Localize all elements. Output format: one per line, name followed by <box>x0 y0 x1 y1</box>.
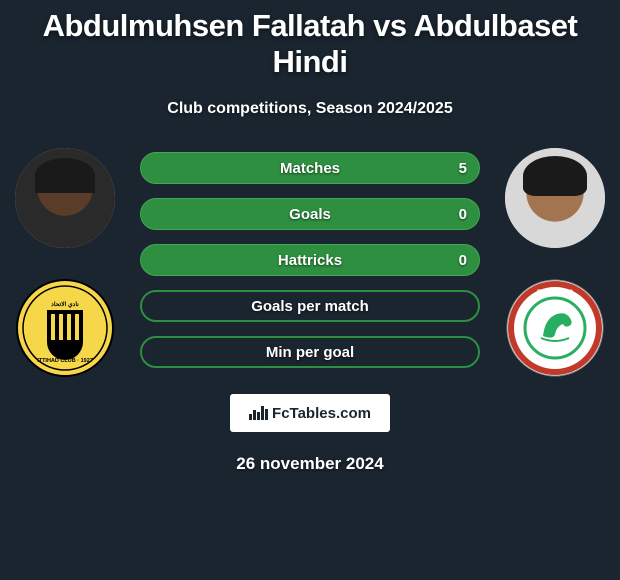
stat-pill-hattricks: Hattricks 0 <box>140 244 480 276</box>
player1-photo <box>15 148 115 248</box>
stat-value: 0 <box>459 206 467 223</box>
page-title: Abdulmuhsen Fallatah vs Abdulbaset Hindi <box>10 8 610 80</box>
team2-badge: ETTIFAQ F.C 1945 <box>505 278 605 378</box>
stat-pill-goals-per-match: Goals per match <box>140 290 480 322</box>
svg-text:1945: 1945 <box>548 364 562 370</box>
left-column: نادي الاتحاد ITTIHAD CLUB · 1927 <box>10 148 120 378</box>
date-text: 26 november 2024 <box>236 454 383 474</box>
player2-photo <box>505 148 605 248</box>
chart-icon <box>249 406 268 420</box>
stat-label: Goals per match <box>251 298 369 315</box>
stat-value: 5 <box>459 160 467 177</box>
comparison-area: نادي الاتحاد ITTIHAD CLUB · 1927 Matches… <box>10 148 610 378</box>
stat-pill-matches: Matches 5 <box>140 152 480 184</box>
stats-column: Matches 5 Goals 0 Hattricks 0 Goals per match M… <box>120 152 500 368</box>
svg-text:نادي الاتحاد: نادي الاتحاد <box>51 301 79 308</box>
branding-text: FcTables.com <box>272 405 371 422</box>
subtitle: Club competitions, Season 2024/2025 <box>167 100 452 118</box>
svg-text:ETTIFAQ F.C: ETTIFAQ F.C <box>537 290 574 296</box>
stat-label: Min per goal <box>266 344 354 361</box>
svg-text:ITTIHAD CLUB · 1927: ITTIHAD CLUB · 1927 <box>37 358 93 364</box>
branding-badge: FcTables.com <box>230 394 390 432</box>
stat-label: Goals <box>289 206 331 223</box>
stat-pill-goals: Goals 0 <box>140 198 480 230</box>
stat-label: Matches <box>280 160 340 177</box>
stat-value: 0 <box>459 252 467 269</box>
team1-badge: نادي الاتحاد ITTIHAD CLUB · 1927 <box>15 278 115 378</box>
right-column: ETTIFAQ F.C 1945 <box>500 148 610 378</box>
stat-label: Hattricks <box>278 252 342 269</box>
stat-pill-min-per-goal: Min per goal <box>140 336 480 368</box>
